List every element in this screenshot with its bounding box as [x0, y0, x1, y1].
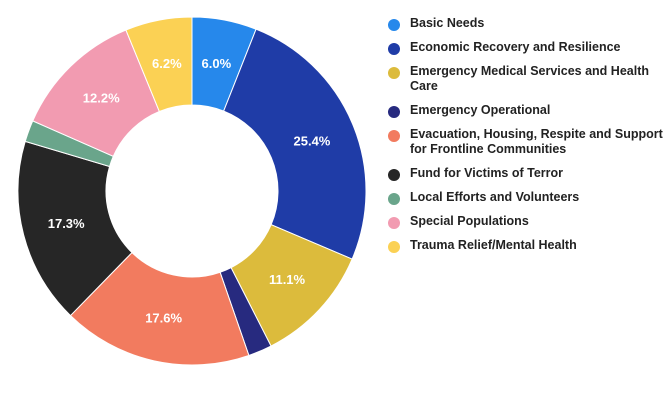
legend-label-4: Evacuation, Housing, Respite and Support… [410, 127, 663, 156]
slice-label-2: 11.1% [269, 272, 306, 287]
legend-swatch-6 [388, 193, 400, 205]
legend-label-6: Local Efforts and Volunteers [410, 190, 580, 204]
legend-label-7: Special Populations [410, 214, 529, 228]
slice-label-4: 17.6% [145, 310, 182, 325]
legend-item-8: Trauma Relief/Mental Health [388, 238, 668, 253]
legend-item-3: Emergency Operational [388, 103, 668, 118]
legend-item-4: Evacuation, Housing, Respite and Support… [388, 127, 668, 157]
legend-label-2: Emergency Medical Services and Health Ca… [410, 64, 649, 93]
legend-swatch-1 [388, 43, 400, 55]
legend-label-0: Basic Needs [410, 16, 485, 30]
legend-label-5: Fund for Victims of Terror [410, 166, 564, 180]
slice-label-0: 6.0% [202, 56, 232, 71]
legend-item-5: Fund for Victims of Terror [388, 166, 668, 181]
slice-1 [223, 28, 367, 260]
legend-item-2: Emergency Medical Services and Health Ca… [388, 64, 668, 94]
slice-label-1: 25.4% [294, 133, 331, 148]
legend-label-1: Economic Recovery and Resilience [410, 40, 621, 54]
legend: Basic Needs Economic Recovery and Resilie… [388, 16, 668, 262]
legend-swatch-2 [388, 67, 400, 79]
legend-swatch-0 [388, 19, 400, 31]
legend-item-0: Basic Needs [388, 16, 668, 31]
donut-chart: 6.0% 25.4% 11.1% 17.6% 17.3% 12.2% 6.2% [17, 16, 367, 366]
legend-swatch-5 [388, 169, 400, 181]
slice-8 [125, 16, 193, 113]
slice-label-8: 6.2% [152, 56, 182, 71]
legend-item-1: Economic Recovery and Resilience [388, 40, 668, 55]
slice-label-5: 17.3% [48, 216, 85, 231]
slice-4 [69, 251, 250, 366]
legend-item-7: Special Populations [388, 214, 668, 229]
legend-swatch-8 [388, 241, 400, 253]
legend-swatch-4 [388, 130, 400, 142]
legend-label-8: Trauma Relief/Mental Health [410, 238, 577, 252]
legend-swatch-7 [388, 217, 400, 229]
legend-label-3: Emergency Operational [410, 103, 551, 117]
legend-item-6: Local Efforts and Volunteers [388, 190, 668, 205]
slice-label-7: 12.2% [83, 90, 120, 105]
slice-5 [17, 140, 133, 317]
legend-swatch-3 [388, 106, 400, 118]
